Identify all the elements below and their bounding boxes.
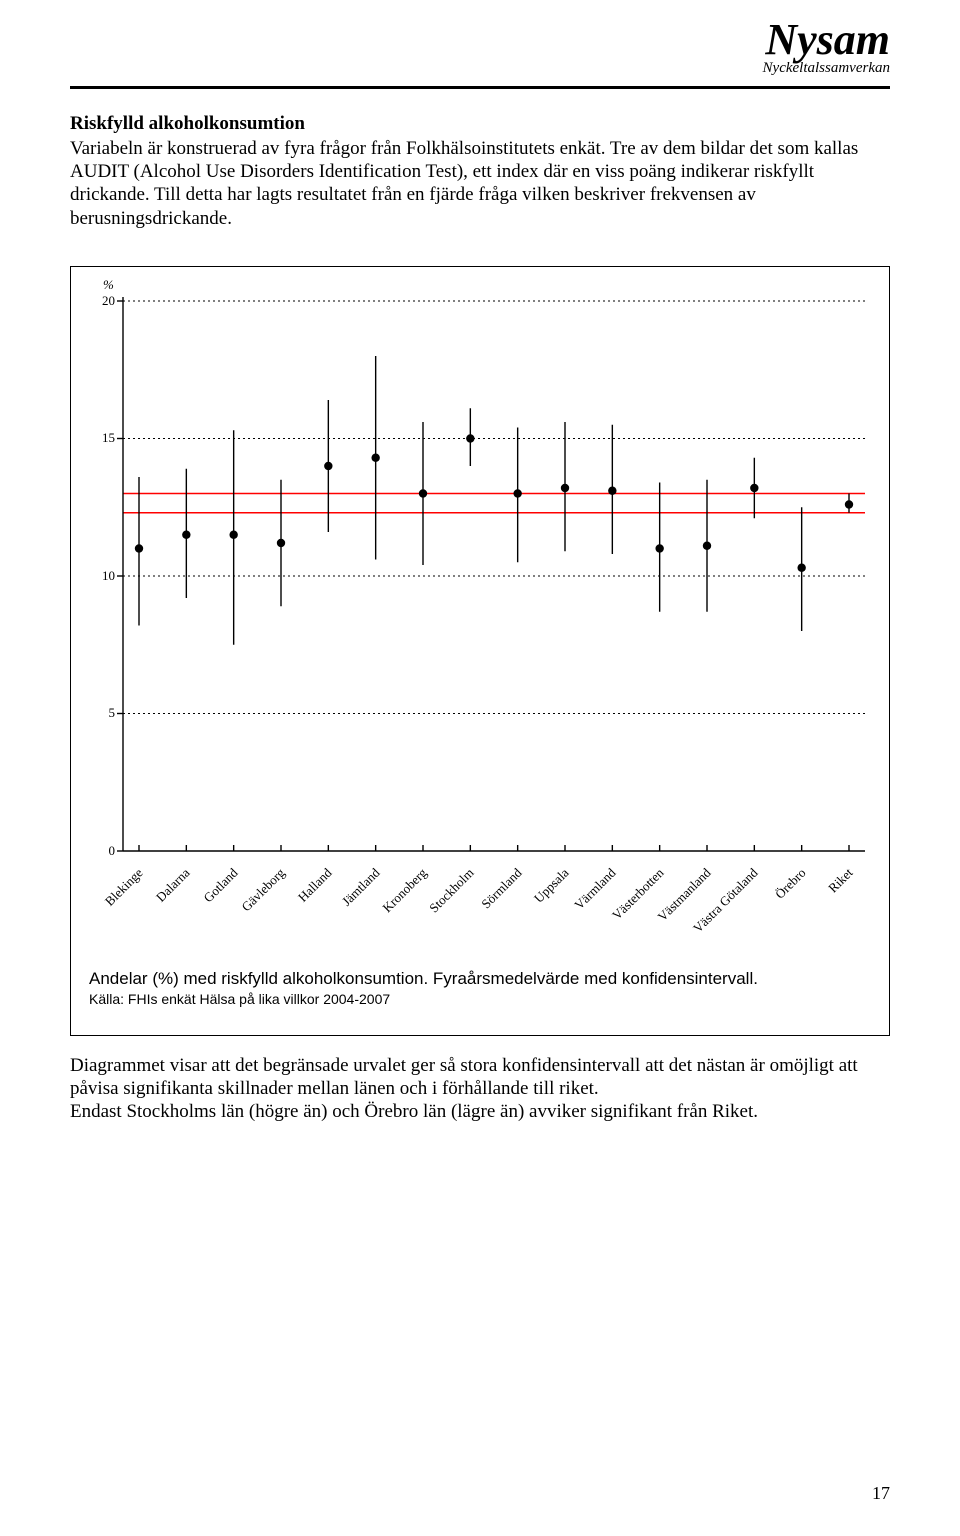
brand-sub: Nyckeltalssamverkan bbox=[763, 60, 890, 77]
header-rule bbox=[70, 86, 890, 89]
section-heading: Riskfylld alkoholkonsumtion bbox=[70, 113, 890, 135]
chart-box: 05101520%BlekingeDalarnaGotlandGävleborg… bbox=[70, 266, 890, 1036]
data-point bbox=[182, 530, 190, 538]
chart-svg bbox=[89, 281, 871, 961]
data-point bbox=[561, 483, 569, 491]
chart-caption-main: Andelar (%) med riskfylld alkoholkonsumt… bbox=[89, 969, 871, 989]
y-tick-label: 0 bbox=[89, 843, 115, 859]
chart-caption-source: Källa: FHIs enkät Hälsa på lika villkor … bbox=[89, 991, 871, 1007]
data-point bbox=[371, 453, 379, 461]
page: Nysam Nyckeltalssamverkan Riskfylld alko… bbox=[0, 0, 960, 1536]
y-axis-symbol: % bbox=[103, 277, 114, 293]
data-point bbox=[845, 500, 853, 508]
outro-paragraph: Diagrammet visar att det begränsade urva… bbox=[70, 1054, 890, 1124]
chart-area: 05101520%BlekingeDalarnaGotlandGävleborg… bbox=[89, 281, 871, 961]
y-tick-label: 10 bbox=[89, 568, 115, 584]
data-point bbox=[513, 489, 521, 497]
data-point bbox=[466, 434, 474, 442]
y-tick-label: 20 bbox=[89, 293, 115, 309]
data-point bbox=[750, 483, 758, 491]
data-point bbox=[608, 486, 616, 494]
data-point bbox=[419, 489, 427, 497]
page-number: 17 bbox=[872, 1483, 890, 1504]
data-point bbox=[277, 538, 285, 546]
data-point bbox=[135, 544, 143, 552]
data-point bbox=[655, 544, 663, 552]
brand-name: Nysam bbox=[763, 18, 890, 62]
y-tick-label: 15 bbox=[89, 430, 115, 446]
data-point bbox=[229, 530, 237, 538]
data-point bbox=[797, 563, 805, 571]
intro-paragraph: Variabeln är konstruerad av fyra frågor … bbox=[70, 137, 890, 230]
content: Riskfylld alkoholkonsumtion Variabeln är… bbox=[70, 113, 890, 1123]
data-point bbox=[703, 541, 711, 549]
y-tick-label: 5 bbox=[89, 705, 115, 721]
brand-block: Nysam Nyckeltalssamverkan bbox=[763, 18, 890, 77]
data-point bbox=[324, 461, 332, 469]
